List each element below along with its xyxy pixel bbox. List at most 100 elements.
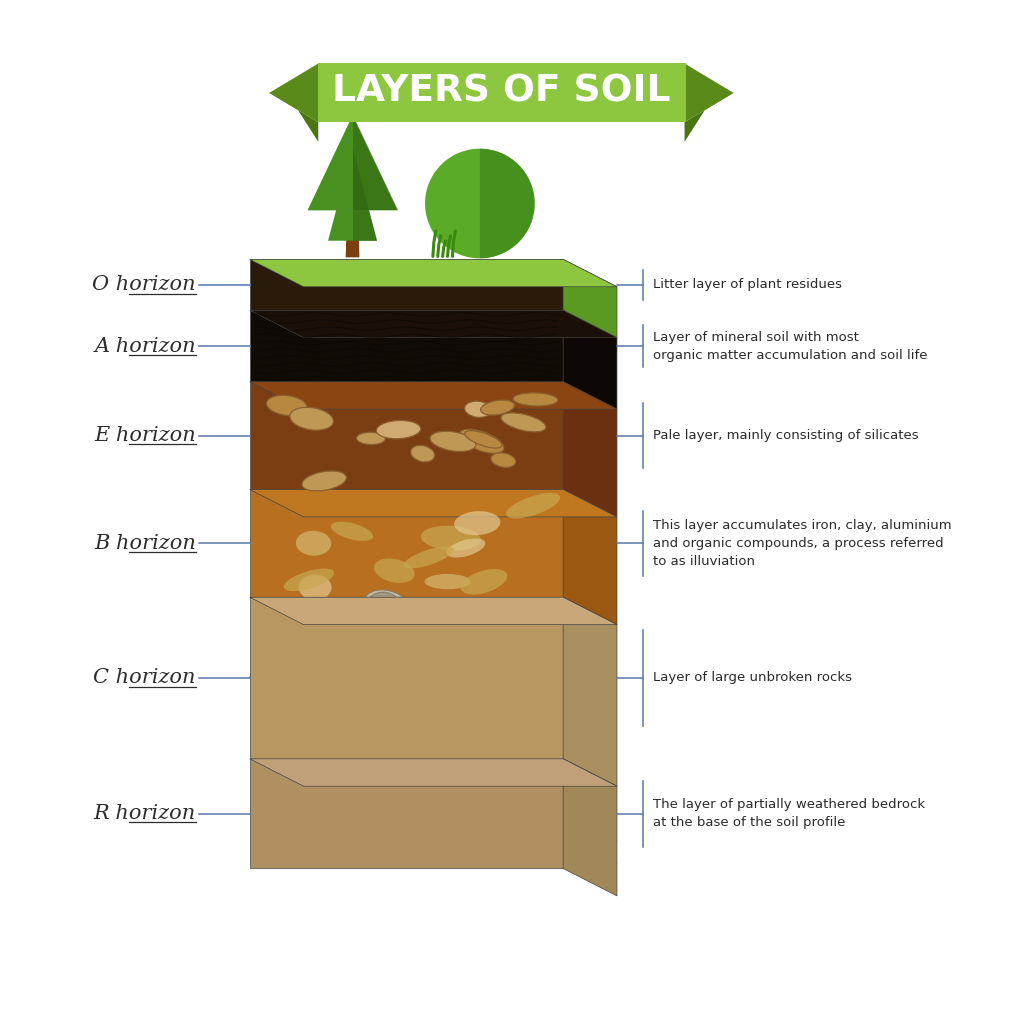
Ellipse shape (285, 606, 300, 632)
Polygon shape (563, 382, 617, 517)
Ellipse shape (446, 539, 485, 557)
Polygon shape (685, 93, 733, 141)
Polygon shape (563, 759, 617, 896)
Polygon shape (250, 259, 563, 310)
Ellipse shape (461, 569, 507, 595)
Ellipse shape (506, 493, 560, 518)
Ellipse shape (296, 530, 331, 556)
Ellipse shape (459, 429, 504, 454)
Polygon shape (563, 310, 617, 410)
Ellipse shape (364, 592, 402, 632)
Ellipse shape (284, 568, 334, 591)
Ellipse shape (299, 701, 329, 729)
Ellipse shape (250, 658, 288, 682)
Ellipse shape (575, 643, 586, 653)
Ellipse shape (480, 400, 514, 415)
Text: The layer of partially weathered bedrock
at the base of the soil profile: The layer of partially weathered bedrock… (653, 798, 926, 829)
Ellipse shape (457, 718, 495, 742)
Ellipse shape (513, 393, 558, 406)
Ellipse shape (374, 558, 415, 583)
Ellipse shape (351, 668, 389, 709)
Polygon shape (307, 116, 397, 210)
Polygon shape (250, 759, 617, 786)
Ellipse shape (582, 695, 595, 703)
Text: LAYERS OF SOIL: LAYERS OF SOIL (332, 74, 671, 110)
Ellipse shape (416, 668, 438, 695)
Ellipse shape (590, 708, 607, 720)
Text: Layer of large unbroken rocks: Layer of large unbroken rocks (653, 672, 852, 684)
Ellipse shape (583, 701, 596, 714)
Ellipse shape (465, 431, 502, 449)
Ellipse shape (596, 641, 610, 652)
Ellipse shape (568, 680, 581, 687)
Ellipse shape (579, 697, 590, 706)
Ellipse shape (266, 395, 307, 416)
Ellipse shape (590, 637, 603, 647)
Ellipse shape (490, 453, 516, 467)
Ellipse shape (259, 684, 292, 708)
Polygon shape (685, 63, 733, 122)
Polygon shape (250, 759, 563, 868)
Polygon shape (250, 489, 563, 597)
Polygon shape (328, 148, 377, 241)
Ellipse shape (346, 620, 392, 643)
Ellipse shape (599, 735, 612, 742)
Polygon shape (269, 63, 318, 122)
Ellipse shape (411, 445, 434, 462)
Ellipse shape (475, 730, 503, 763)
FancyBboxPatch shape (318, 63, 685, 122)
Wedge shape (480, 148, 535, 258)
Ellipse shape (357, 685, 393, 723)
Polygon shape (250, 259, 617, 287)
Polygon shape (352, 116, 397, 210)
Text: C horizon: C horizon (93, 669, 196, 687)
Ellipse shape (421, 525, 481, 551)
Ellipse shape (254, 700, 278, 732)
Ellipse shape (412, 714, 456, 742)
Polygon shape (563, 259, 617, 338)
Ellipse shape (331, 522, 373, 541)
Ellipse shape (278, 639, 308, 669)
Polygon shape (563, 489, 617, 625)
Text: Pale layer, mainly consisting of silicates: Pale layer, mainly consisting of silicat… (653, 429, 919, 442)
Ellipse shape (455, 511, 501, 536)
Polygon shape (250, 597, 617, 625)
Ellipse shape (310, 654, 348, 693)
Ellipse shape (567, 670, 581, 681)
Circle shape (425, 148, 535, 258)
Ellipse shape (465, 401, 492, 418)
Polygon shape (346, 220, 359, 257)
Ellipse shape (299, 574, 332, 600)
Text: R horizon: R horizon (93, 804, 196, 823)
Ellipse shape (272, 626, 305, 660)
Polygon shape (563, 597, 617, 786)
Polygon shape (250, 382, 617, 410)
Text: Litter layer of plant residues: Litter layer of plant residues (653, 279, 842, 291)
Ellipse shape (290, 408, 334, 430)
Ellipse shape (385, 702, 436, 722)
Text: A horizon: A horizon (94, 337, 196, 355)
Ellipse shape (298, 682, 339, 728)
Ellipse shape (364, 590, 412, 627)
Polygon shape (250, 382, 563, 489)
Ellipse shape (391, 637, 425, 664)
Text: O horizon: O horizon (92, 275, 196, 294)
Ellipse shape (258, 607, 278, 656)
Ellipse shape (311, 697, 355, 734)
Ellipse shape (376, 421, 421, 438)
Text: This layer accumulates iron, clay, aluminium
and organic compounds, a process re: This layer accumulates iron, clay, alumi… (653, 519, 952, 568)
Text: B horizon: B horizon (94, 534, 196, 553)
Ellipse shape (264, 713, 291, 735)
Ellipse shape (329, 659, 369, 700)
Polygon shape (269, 93, 318, 141)
Text: Layer of mineral soil with most
organic matter accumulation and soil life: Layer of mineral soil with most organic … (653, 331, 928, 361)
Ellipse shape (395, 682, 429, 726)
Polygon shape (250, 310, 617, 338)
Ellipse shape (489, 713, 515, 742)
Ellipse shape (501, 413, 546, 432)
Polygon shape (250, 489, 617, 517)
Polygon shape (250, 597, 563, 759)
Polygon shape (250, 310, 563, 382)
Ellipse shape (425, 573, 470, 589)
Polygon shape (352, 148, 377, 241)
